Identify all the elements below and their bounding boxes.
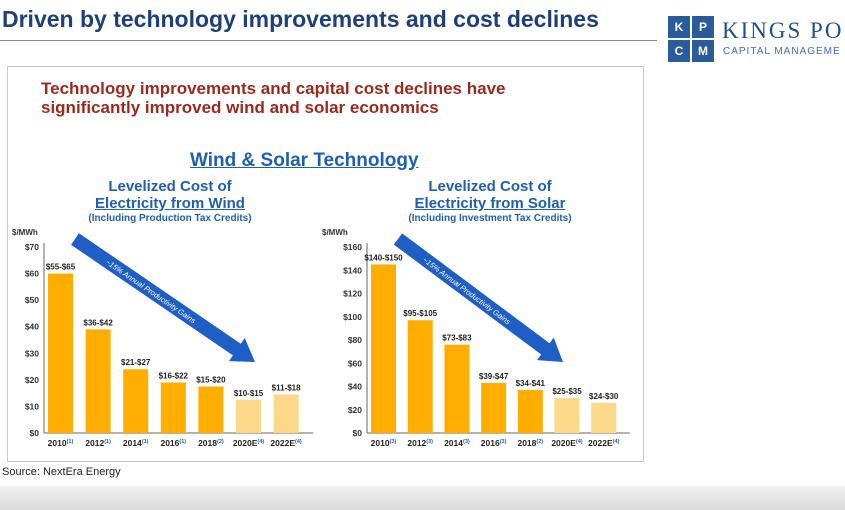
solar-y-tick-label: $100 [343,312,362,322]
wind-chart-title: Levelized Cost of Electricity from Wind … [70,178,270,225]
wind-category-label: 2012(1) [85,438,111,448]
solar-y-tick-label: $0 [353,428,363,438]
wind-title-subtitle: (Including Production Tax Credits) [88,213,252,224]
solar-data-label: $34-$41 [516,379,546,388]
wind-y-tick-label: $20 [25,375,39,385]
wind-data-label: $15-$20 [196,376,226,385]
embedded-slide: Technology improvements and capital cost… [7,66,644,462]
wind-bar [123,369,149,433]
wind-bar [160,382,186,433]
wind-y-tick-label: $60 [25,269,39,279]
wind-y-tick-label: $30 [25,348,39,358]
solar-bar [371,264,396,433]
wind-y-tick-label: $10 [25,401,39,411]
solar-data-label: $95-$105 [403,309,437,318]
solar-y-tick-label: $140 [343,265,362,275]
solar-data-label: $25-$35 [552,387,582,396]
wind-bar [198,386,224,433]
logo-name: KINGS PO [722,18,844,43]
wind-y-tick-label: $50 [25,295,39,305]
solar-title-line-2: Electricity from Solar [414,195,566,212]
solar-category-label: 2016(3) [481,438,507,448]
solar-y-axis-label: $/MWh [322,228,348,237]
solar-category-label: 2010(3) [371,438,397,448]
solar-category-label: 2018(2) [517,438,543,448]
section-title: Wind & Solar Technology [190,150,419,171]
solar-y-tick-label: $80 [348,335,362,345]
logo-monogram: K P C M [668,16,714,62]
wind-category-label: 2020E(4) [233,438,264,448]
wind-bar [85,329,111,433]
solar-data-label: $73-$83 [442,334,472,343]
wind-category-label: 2010(1) [48,438,74,448]
solar-bar [444,344,470,433]
solar-y-tick-label: $160 [343,242,362,252]
solar-bar [517,389,543,433]
wind-data-label: $10-$15 [234,389,264,398]
solar-arrow-shape [393,233,564,363]
title-divider [0,40,657,41]
bottom-band [0,486,845,510]
solar-bar [554,398,580,433]
solar-category-label: 2022E(4) [588,438,619,448]
solar-category-label: 2012(3) [407,438,433,448]
wind-data-label: $55-$65 [46,263,76,272]
wind-category-label: 2018(2) [198,438,224,448]
wind-data-label: $36-$42 [83,318,113,327]
wind-category-label: 2014(1) [123,438,149,448]
solar-title-line-1: Levelized Cost of [428,178,552,195]
wind-arrow-shape [71,233,255,362]
wind-arrow-annotation: ~15% Annual Productivity Gains [104,257,198,325]
wind-data-label: $11-$18 [272,383,301,392]
logo-letter: P [692,16,714,38]
wind-y-tick-label: $70 [25,242,39,252]
wind-category-label: 2016(1) [160,438,186,448]
company-logo: K P C M KINGS PO CAPITAL MANAGEME [668,16,845,68]
solar-bar [481,383,507,433]
wind-bar [48,273,73,433]
logo-letter: M [692,40,714,62]
wind-data-label: $16-$22 [159,372,189,381]
solar-y-tick-label: $40 [348,382,362,392]
wind-title-line-1: Levelized Cost of [108,178,232,195]
solar-chart-title: Levelized Cost of Electricity from Solar… [390,178,590,225]
wind-y-axis-label: $/MWh [12,228,38,237]
wind-title-line-2: Electricity from Wind [95,195,245,212]
solar-bar [407,320,433,433]
wind-bar [236,399,261,433]
solar-y-tick-label: $20 [348,405,362,415]
solar-data-label: $39-$47 [479,372,509,381]
logo-letter: C [668,40,690,62]
solar-bar [591,402,617,433]
solar-lcoe-chart: $/MWh $0 $20 $40 $60 $80 $100 $120 $140 $160$140-… [322,228,630,448]
source-note: Source: NextEra Energy [2,466,121,478]
solar-title-subtitle: (Including Investment Tax Credits) [408,213,572,224]
headline-line-2: significantly improved wind and solar ec… [41,98,439,117]
solar-y-tick-label: $120 [343,289,362,299]
logo-subtitle: CAPITAL MANAGEME [723,46,841,57]
solar-y-tick-label: $60 [348,358,362,368]
wind-data-label: $21-$27 [121,358,151,367]
solar-data-label: $24-$30 [589,392,619,401]
wind-lcoe-chart: $/MWh $0 $10 $20 $30 $40 $50 $60 $70 $55-$65 2010(… [12,228,314,448]
headline-line-1: Technology improvements and capital cost… [41,79,506,98]
slide-headline: Technology improvements and capital cost… [41,79,506,117]
page-title: Driven by technology improvements and co… [2,6,599,32]
wind-y-tick-label: $0 [30,428,40,438]
solar-data-label: $140-$150 [364,253,403,262]
logo-letter: K [668,16,690,38]
wind-bar [273,394,299,433]
solar-category-label: 2020E(4) [551,438,582,448]
solar-category-label: 2014(3) [444,438,470,448]
wind-category-label: 2022E(4) [270,438,301,448]
wind-y-tick-label: $40 [25,322,39,332]
